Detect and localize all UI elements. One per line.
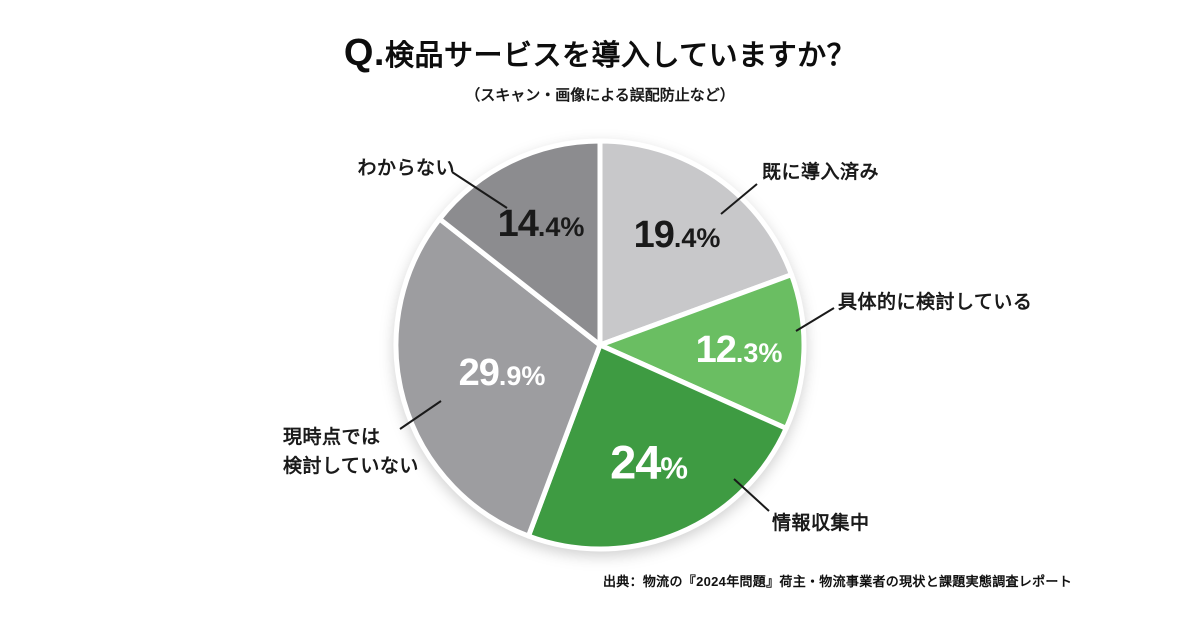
slice-percentage-3: 24% — [610, 435, 688, 489]
slice-percentage-2: 12.3% — [695, 329, 783, 371]
slice-percentage-5: 14.4% — [497, 203, 585, 245]
page-subtitle: （スキャン・画像による誤配防止など） — [465, 87, 735, 104]
pie-slice-5 — [437, 138, 603, 348]
slice-label-5: わからない — [357, 158, 455, 179]
page-title: Q.検品サービスを導入していますか？ — [0, 34, 1200, 72]
slice-label-3: 情報収集中 — [772, 513, 870, 534]
slice-label-4: 現時点では 検討していない — [283, 427, 419, 478]
pie-slice-4 — [393, 216, 603, 539]
pie-slice-3 — [525, 342, 789, 552]
source-note: 出典：物流の『2024年問題』荷主・物流事業者の現状と課題実態調査レポート — [602, 574, 1072, 589]
pie-slice-2 — [597, 272, 807, 431]
slice-percentage-4: 29.9% — [458, 352, 546, 394]
pie-slices-group — [393, 138, 807, 552]
leader-line-1 — [720, 183, 758, 215]
leader-line-3 — [733, 478, 770, 512]
leader-line-5 — [451, 171, 508, 209]
slice-label-1: 既に導入済み — [762, 162, 880, 183]
leader-lines-group — [399, 171, 835, 512]
slice-percentage-1: 19.4% — [633, 214, 721, 256]
slice-label-2: 具体的に検討している — [838, 292, 1033, 313]
leader-line-4 — [399, 400, 442, 430]
leader-line-2 — [795, 307, 835, 332]
title-q-prefix: Q. — [343, 32, 385, 74]
pie-slice-1 — [597, 138, 794, 348]
title-text: 検品サービスを導入していますか？ — [384, 40, 857, 72]
